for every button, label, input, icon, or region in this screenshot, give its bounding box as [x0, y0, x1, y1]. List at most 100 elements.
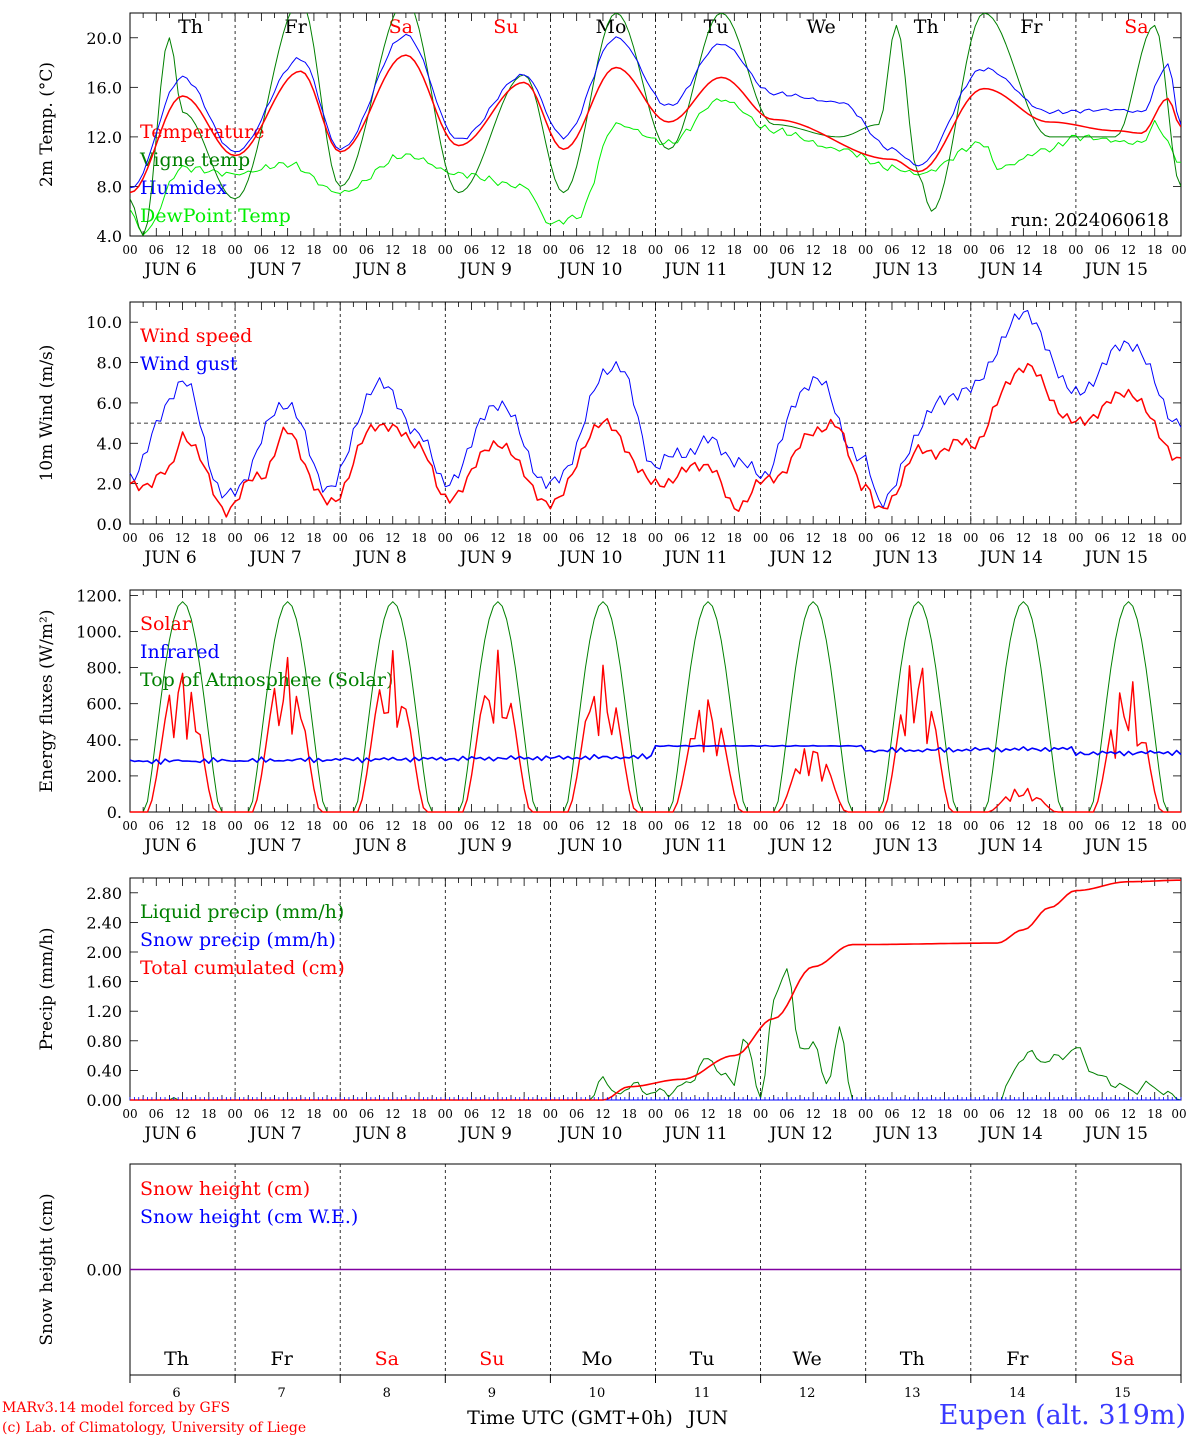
legend-entry: Wind gust — [140, 353, 238, 375]
y-tick-label: 1.20 — [86, 1002, 122, 1021]
hour-tick-label: 00 — [858, 531, 873, 545]
hour-tick-label: 12 — [700, 819, 715, 833]
hour-tick-label: 00 — [227, 819, 242, 833]
hour-tick-label: 06 — [254, 819, 269, 833]
hour-tick-label: 18 — [937, 243, 952, 257]
hour-tick-label: 06 — [884, 1107, 899, 1121]
hour-tick-label: 06 — [884, 819, 899, 833]
hour-tick-label: 18 — [727, 1107, 742, 1121]
date-label: JUN 11 — [663, 260, 728, 280]
hour-tick-label: 00 — [438, 243, 453, 257]
day-name: We — [793, 1348, 822, 1370]
hour-tick-label: 00 — [648, 819, 663, 833]
hour-tick-label: 18 — [1042, 1107, 1057, 1121]
hour-tick-label: 00 — [753, 1107, 768, 1121]
day-name: Mo — [595, 16, 626, 38]
date-label: JUN 13 — [873, 548, 938, 568]
hour-tick-label: 18 — [411, 1107, 426, 1121]
hour-tick-label: 06 — [569, 1107, 584, 1121]
day-name: Tu — [690, 1348, 715, 1370]
hour-tick-label: 00 — [963, 819, 978, 833]
hour-tick-label: 00 — [333, 819, 348, 833]
date-label: JUN 8 — [353, 548, 407, 568]
hour-tick-label: 18 — [937, 819, 952, 833]
hour-tick-label: 18 — [516, 819, 531, 833]
hour-tick-label: 12 — [911, 1107, 926, 1121]
panel-2: 00 06 12 18 JUN 6 00 06 12 18 JUN 7 00 06 12 18 JUN 8 0… — [37, 301, 1187, 568]
date-label: JUN 8 — [353, 1124, 407, 1144]
date-label: JUN 13 — [873, 260, 938, 280]
hour-tick-label: 18 — [937, 1107, 952, 1121]
day-name: Sa — [389, 16, 413, 38]
hour-tick-label: 06 — [779, 1107, 794, 1121]
hour-tick-label: 12 — [1016, 819, 1031, 833]
date-label: JUN 6 — [142, 836, 196, 856]
date-label: JUN 9 — [458, 548, 512, 568]
temperature-series — [130, 13, 1181, 236]
hour-tick-label: 00 — [753, 243, 768, 257]
date-label: JUN 12 — [768, 836, 833, 856]
hour-tick-label: 00 — [543, 531, 558, 545]
y-tick-label: 4.0 — [97, 227, 122, 246]
date-label: JUN 6 — [142, 260, 196, 280]
hour-tick-label: 06 — [464, 819, 479, 833]
hour-tick-label: 06 — [989, 243, 1004, 257]
hour-tick-label: 00 — [1171, 531, 1186, 545]
y-tick-label: 400. — [86, 731, 122, 750]
hour-tick-label: 06 — [149, 243, 164, 257]
y-tick-label: 2.0 — [97, 475, 122, 494]
hour-tick-label: 06 — [149, 1107, 164, 1121]
y-axis-label: 2m Temp. (°C) — [37, 62, 57, 187]
hour-tick-label: 06 — [254, 1107, 269, 1121]
hour-tick-label: 18 — [1147, 819, 1162, 833]
date-label: JUN 10 — [557, 548, 622, 568]
day-name: We — [807, 16, 836, 38]
hour-tick-label: 06 — [569, 531, 584, 545]
series-infrared — [129, 744, 1182, 765]
hour-tick-label: 18 — [622, 1107, 637, 1121]
hour-tick-label: 06 — [149, 531, 164, 545]
hour-tick-label: 18 — [201, 1107, 216, 1121]
x-axis-month: JUN — [686, 1407, 728, 1429]
hour-tick-label: 06 — [1095, 819, 1110, 833]
hour-tick-label: 18 — [411, 531, 426, 545]
hour-tick-label: 06 — [779, 819, 794, 833]
hour-tick-label: 00 — [543, 243, 558, 257]
hour-tick-label: 18 — [937, 531, 952, 545]
panel-5: 0.00 Snow height (cm) Snow height (cm) Snow… — [37, 1163, 1182, 1429]
hour-tick-label: 06 — [674, 531, 689, 545]
panel-4: 00 06 12 18 JUN 6 00 06 12 18 JUN 7 00 06 12 18 JUN 8 0… — [37, 877, 1187, 1144]
y-tick-label: 2.80 — [86, 884, 122, 903]
hour-tick-label: 12 — [280, 819, 295, 833]
hour-tick-label: 12 — [1121, 531, 1136, 545]
hour-tick-label: 18 — [411, 243, 426, 257]
date-label: JUN 9 — [458, 836, 512, 856]
hour-tick-label: 12 — [175, 243, 190, 257]
date-label: JUN 15 — [1083, 836, 1148, 856]
hour-tick-label: 12 — [280, 1107, 295, 1121]
date-label: JUN 14 — [978, 548, 1043, 568]
hour-tick-label: 06 — [1095, 1107, 1110, 1121]
hour-tick-label: 12 — [806, 1107, 821, 1121]
hour-tick-label: 06 — [1095, 243, 1110, 257]
hour-tick-label: 18 — [622, 243, 637, 257]
legend-entry: Snow precip (mm/h) — [140, 929, 336, 951]
hour-tick-label: 00 — [1068, 531, 1083, 545]
hour-tick-label: 12 — [806, 819, 821, 833]
hour-tick-label: 00 — [122, 243, 137, 257]
day-name: Fr — [285, 16, 308, 38]
hour-tick-label: 12 — [806, 531, 821, 545]
date-label: JUN 10 — [557, 836, 622, 856]
y-tick-label: 1000. — [76, 623, 122, 642]
hour-tick-label: 12 — [1016, 531, 1031, 545]
hour-tick-label: 12 — [1121, 243, 1136, 257]
hour-tick-label: 06 — [989, 1107, 1004, 1121]
hour-tick-label: 12 — [175, 1107, 190, 1121]
y-tick-label: 0.00 — [86, 1091, 122, 1110]
y-tick-label: 8.0 — [97, 177, 122, 196]
hour-tick-label: 12 — [175, 531, 190, 545]
hour-tick-label: 18 — [306, 531, 321, 545]
hour-tick-label: 12 — [595, 1107, 610, 1121]
series-temperature — [130, 54, 1181, 194]
